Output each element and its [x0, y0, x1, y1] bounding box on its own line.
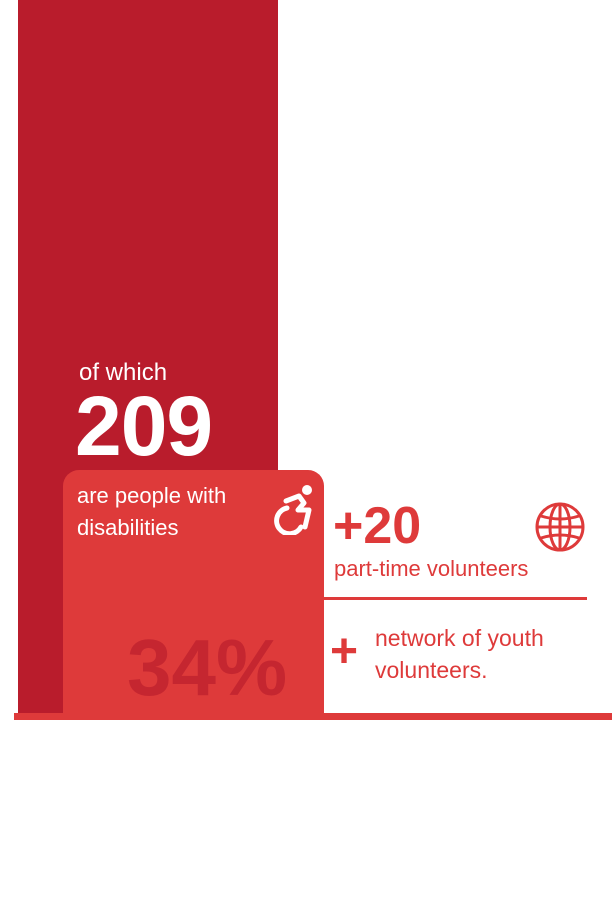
network-caption: network of youth volunteers.	[375, 622, 544, 686]
plus-sign: +	[330, 625, 359, 678]
accessibility-icon	[274, 485, 312, 535]
volunteers-label: part-time volunteers	[334, 556, 529, 581]
network-line-1: network of youth	[375, 625, 544, 651]
separator-line	[324, 597, 587, 600]
baseline-rule	[14, 713, 612, 720]
network-line-2: volunteers.	[375, 657, 488, 683]
disabilities-caption: are people with disabilities	[77, 480, 226, 544]
volunteers-count: +20	[333, 497, 422, 555]
disabilities-line-1: are people with	[77, 483, 227, 508]
disabilities-line-2: disabilities	[77, 515, 179, 540]
percent-value: 34%	[127, 623, 288, 712]
of-which-label: of which	[79, 359, 168, 386]
globe-icon	[535, 502, 585, 552]
disabled-count: 209	[75, 379, 213, 473]
